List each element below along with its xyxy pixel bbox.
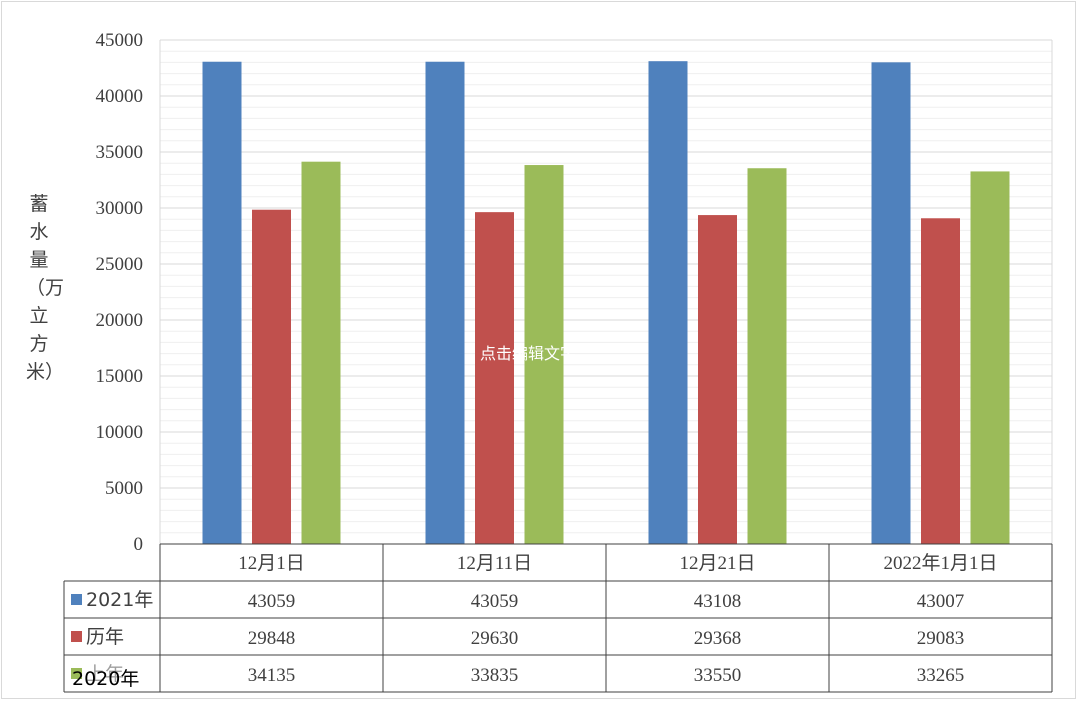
bar xyxy=(871,62,911,545)
x-category-label: 12月1日 xyxy=(238,553,305,574)
legend-overflow-label: 2020年 xyxy=(72,668,140,690)
y-tick-label: 5000 xyxy=(105,478,143,499)
bar xyxy=(747,168,787,545)
y-tick-label: 15000 xyxy=(96,366,144,387)
legend-swatch xyxy=(71,631,82,642)
y-axis-label: 蓄水量（万立方米） xyxy=(26,193,65,383)
legend-label: 历年 xyxy=(86,626,124,648)
table-value: 29368 xyxy=(694,628,742,649)
table-value: 43059 xyxy=(248,591,296,612)
bar xyxy=(301,161,341,545)
bar xyxy=(524,165,564,544)
x-category-label: 12月11日 xyxy=(457,553,532,574)
bar xyxy=(970,171,1010,544)
y-tick-label: 45000 xyxy=(96,30,144,51)
legend-label: 上年 xyxy=(86,663,124,685)
table-value: 29630 xyxy=(471,628,519,649)
bar xyxy=(698,215,737,544)
y-tick-label: 25000 xyxy=(96,254,144,275)
bar xyxy=(252,209,291,544)
bar xyxy=(202,61,242,545)
y-tick-label: 40000 xyxy=(96,86,144,107)
table-value: 43059 xyxy=(471,591,519,612)
table-value: 29083 xyxy=(917,628,965,649)
table-value: 33550 xyxy=(694,665,742,686)
legend-label: 2021年 xyxy=(86,589,153,611)
table-value: 43108 xyxy=(694,591,742,612)
y-tick-label: 20000 xyxy=(96,310,144,331)
y-tick-label: 35000 xyxy=(96,142,144,163)
table-value: 34135 xyxy=(248,665,296,686)
bar xyxy=(648,61,688,544)
bar xyxy=(921,218,960,545)
bar xyxy=(475,212,514,545)
legend-swatch xyxy=(71,668,82,679)
x-category-label: 2022年1月1日 xyxy=(883,552,997,574)
legend-swatch xyxy=(71,594,82,605)
table-value: 43007 xyxy=(917,591,965,612)
table-value: 29848 xyxy=(248,628,296,649)
y-tick-label: 0 xyxy=(134,534,144,555)
x-category-label: 12月21日 xyxy=(679,553,755,574)
y-tick-label: 10000 xyxy=(96,422,144,443)
bar xyxy=(425,61,465,545)
y-tick-label: 30000 xyxy=(96,198,144,219)
edit-text-placeholder[interactable]: 点击编辑文字 xyxy=(480,344,577,363)
table-value: 33265 xyxy=(917,665,965,686)
table-value: 33835 xyxy=(471,665,519,686)
